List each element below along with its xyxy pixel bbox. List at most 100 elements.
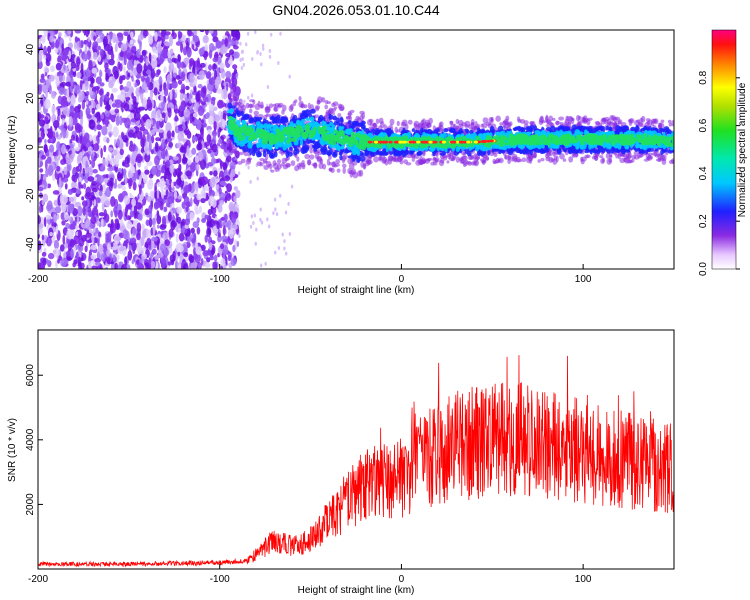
spectrogram-cell (281, 109, 285, 115)
spectrogram-cell (136, 130, 143, 140)
spectrogram-cell (611, 115, 616, 122)
spectrogram-cell (202, 96, 209, 102)
spectrogram-cell (129, 237, 137, 244)
spectrogram-cell (241, 104, 247, 111)
spectrogram-cell (79, 79, 83, 90)
spectrogram-cell (124, 96, 131, 102)
spectrogram-cell (74, 30, 82, 34)
spectrogram-cell (74, 36, 78, 43)
spectrogram-cell (189, 72, 195, 84)
spectrogram-cell (91, 67, 98, 74)
spectrogram-cell (186, 145, 190, 156)
spectrogram-cell (289, 146, 293, 151)
spectrogram-cell (108, 132, 112, 138)
spectrogram-cell (198, 262, 202, 269)
spectrogram-cell (80, 39, 84, 48)
spectrogram-cell (114, 210, 118, 218)
spectrogram-cell (141, 50, 147, 57)
spectrogram-cell (252, 221, 255, 226)
spectrogram-cell (555, 155, 559, 163)
spectrogram-cell (293, 146, 298, 152)
spectrogram-cell (167, 195, 174, 204)
spectrogram-cell (151, 248, 157, 255)
spectrogram-cell (123, 55, 127, 66)
spectrogram-cell (272, 211, 275, 216)
spectrogram-cell (470, 122, 475, 130)
spectrogram-cell (405, 162, 412, 166)
spectrogram-cell (168, 62, 175, 72)
spectrogram-cell (90, 216, 97, 225)
spectrogram-cell (139, 126, 146, 131)
spectrogram-cell (237, 171, 241, 176)
spectrogram-cell (656, 152, 661, 157)
spectrogram-cell (170, 181, 174, 189)
spectrogram-marks (38, 30, 674, 269)
spectrogram-cell (181, 225, 185, 233)
spectrogram-cell (203, 141, 210, 147)
spectrogram-cell (156, 189, 160, 199)
spectrogram-cell (279, 193, 282, 198)
spectrogram-cell (326, 158, 330, 166)
spectrogram-cell (90, 244, 98, 250)
spectrogram-cell (159, 243, 167, 252)
spectrogram-cell (389, 151, 394, 156)
spectrogram-cell (230, 213, 237, 224)
spectrogram-cell (594, 155, 599, 161)
spectrogram-cell (360, 161, 364, 168)
spectrogram-cell (175, 233, 179, 243)
spectrogram-cell (138, 184, 142, 195)
spectrogram-cell (107, 166, 114, 172)
spectrogram-cell (134, 105, 138, 114)
spectrogram-cell (61, 43, 64, 52)
spectrogram-cell (47, 164, 54, 176)
spectrogram-cell (185, 85, 190, 91)
spectrogram-cell (51, 173, 56, 181)
spectrogram-cell (92, 41, 99, 50)
spectrogram-cell (237, 161, 243, 165)
spectrogram-cell (217, 232, 221, 238)
spectrogram-cell (88, 100, 92, 106)
spectrogram-cell (601, 117, 607, 122)
spectrogram-cell (124, 256, 128, 266)
spectrogram-cell (628, 119, 633, 126)
spectrogram-cell (150, 135, 155, 144)
spectrogram-cell (93, 35, 96, 42)
spectrogram-cell (114, 262, 118, 269)
spectrogram-cell (332, 151, 337, 156)
spectrogram-cell (91, 107, 96, 115)
spectrogram-cell (281, 232, 284, 237)
spectrogram-cell (290, 184, 294, 189)
spectrogram-cell (331, 161, 337, 168)
spectrogram-cell (488, 116, 494, 123)
spectrogram-cell (521, 157, 527, 163)
spectrogram-cell (59, 244, 65, 252)
spectrogram-cell (171, 30, 175, 37)
spectrogram-cell (60, 258, 67, 267)
spectrogram-cell (224, 213, 228, 223)
spectrogram-cell (222, 225, 226, 236)
spectrogram-cell (324, 104, 329, 110)
spectrogram-cell (157, 164, 161, 170)
spectrogram-cell (187, 159, 192, 166)
spectrogram-cell (95, 76, 102, 85)
spectrogram-cell (180, 94, 187, 99)
spectrogram-cell (86, 113, 92, 119)
spectrogram-cell (153, 87, 158, 96)
spectrogram-cell (558, 116, 565, 121)
spectrogram-cell (202, 35, 209, 44)
spectrogram-cell (58, 74, 63, 83)
spectrogram-cell (126, 80, 132, 89)
spectrogram-cell (623, 157, 628, 163)
spectrogram-cell (132, 95, 137, 105)
spectrogram-cell (545, 153, 550, 159)
spectrogram-cell (106, 137, 110, 144)
spectrogram-cell (282, 164, 289, 170)
spectrogram-cell (98, 212, 105, 217)
spectrogram-cell (606, 118, 611, 126)
spectrogram-cell (188, 255, 195, 263)
spectrogram-cell (67, 30, 72, 35)
spectrogram-cell (196, 119, 202, 131)
spectrogram-cell (274, 207, 277, 212)
spectrogram-cell (96, 189, 100, 200)
